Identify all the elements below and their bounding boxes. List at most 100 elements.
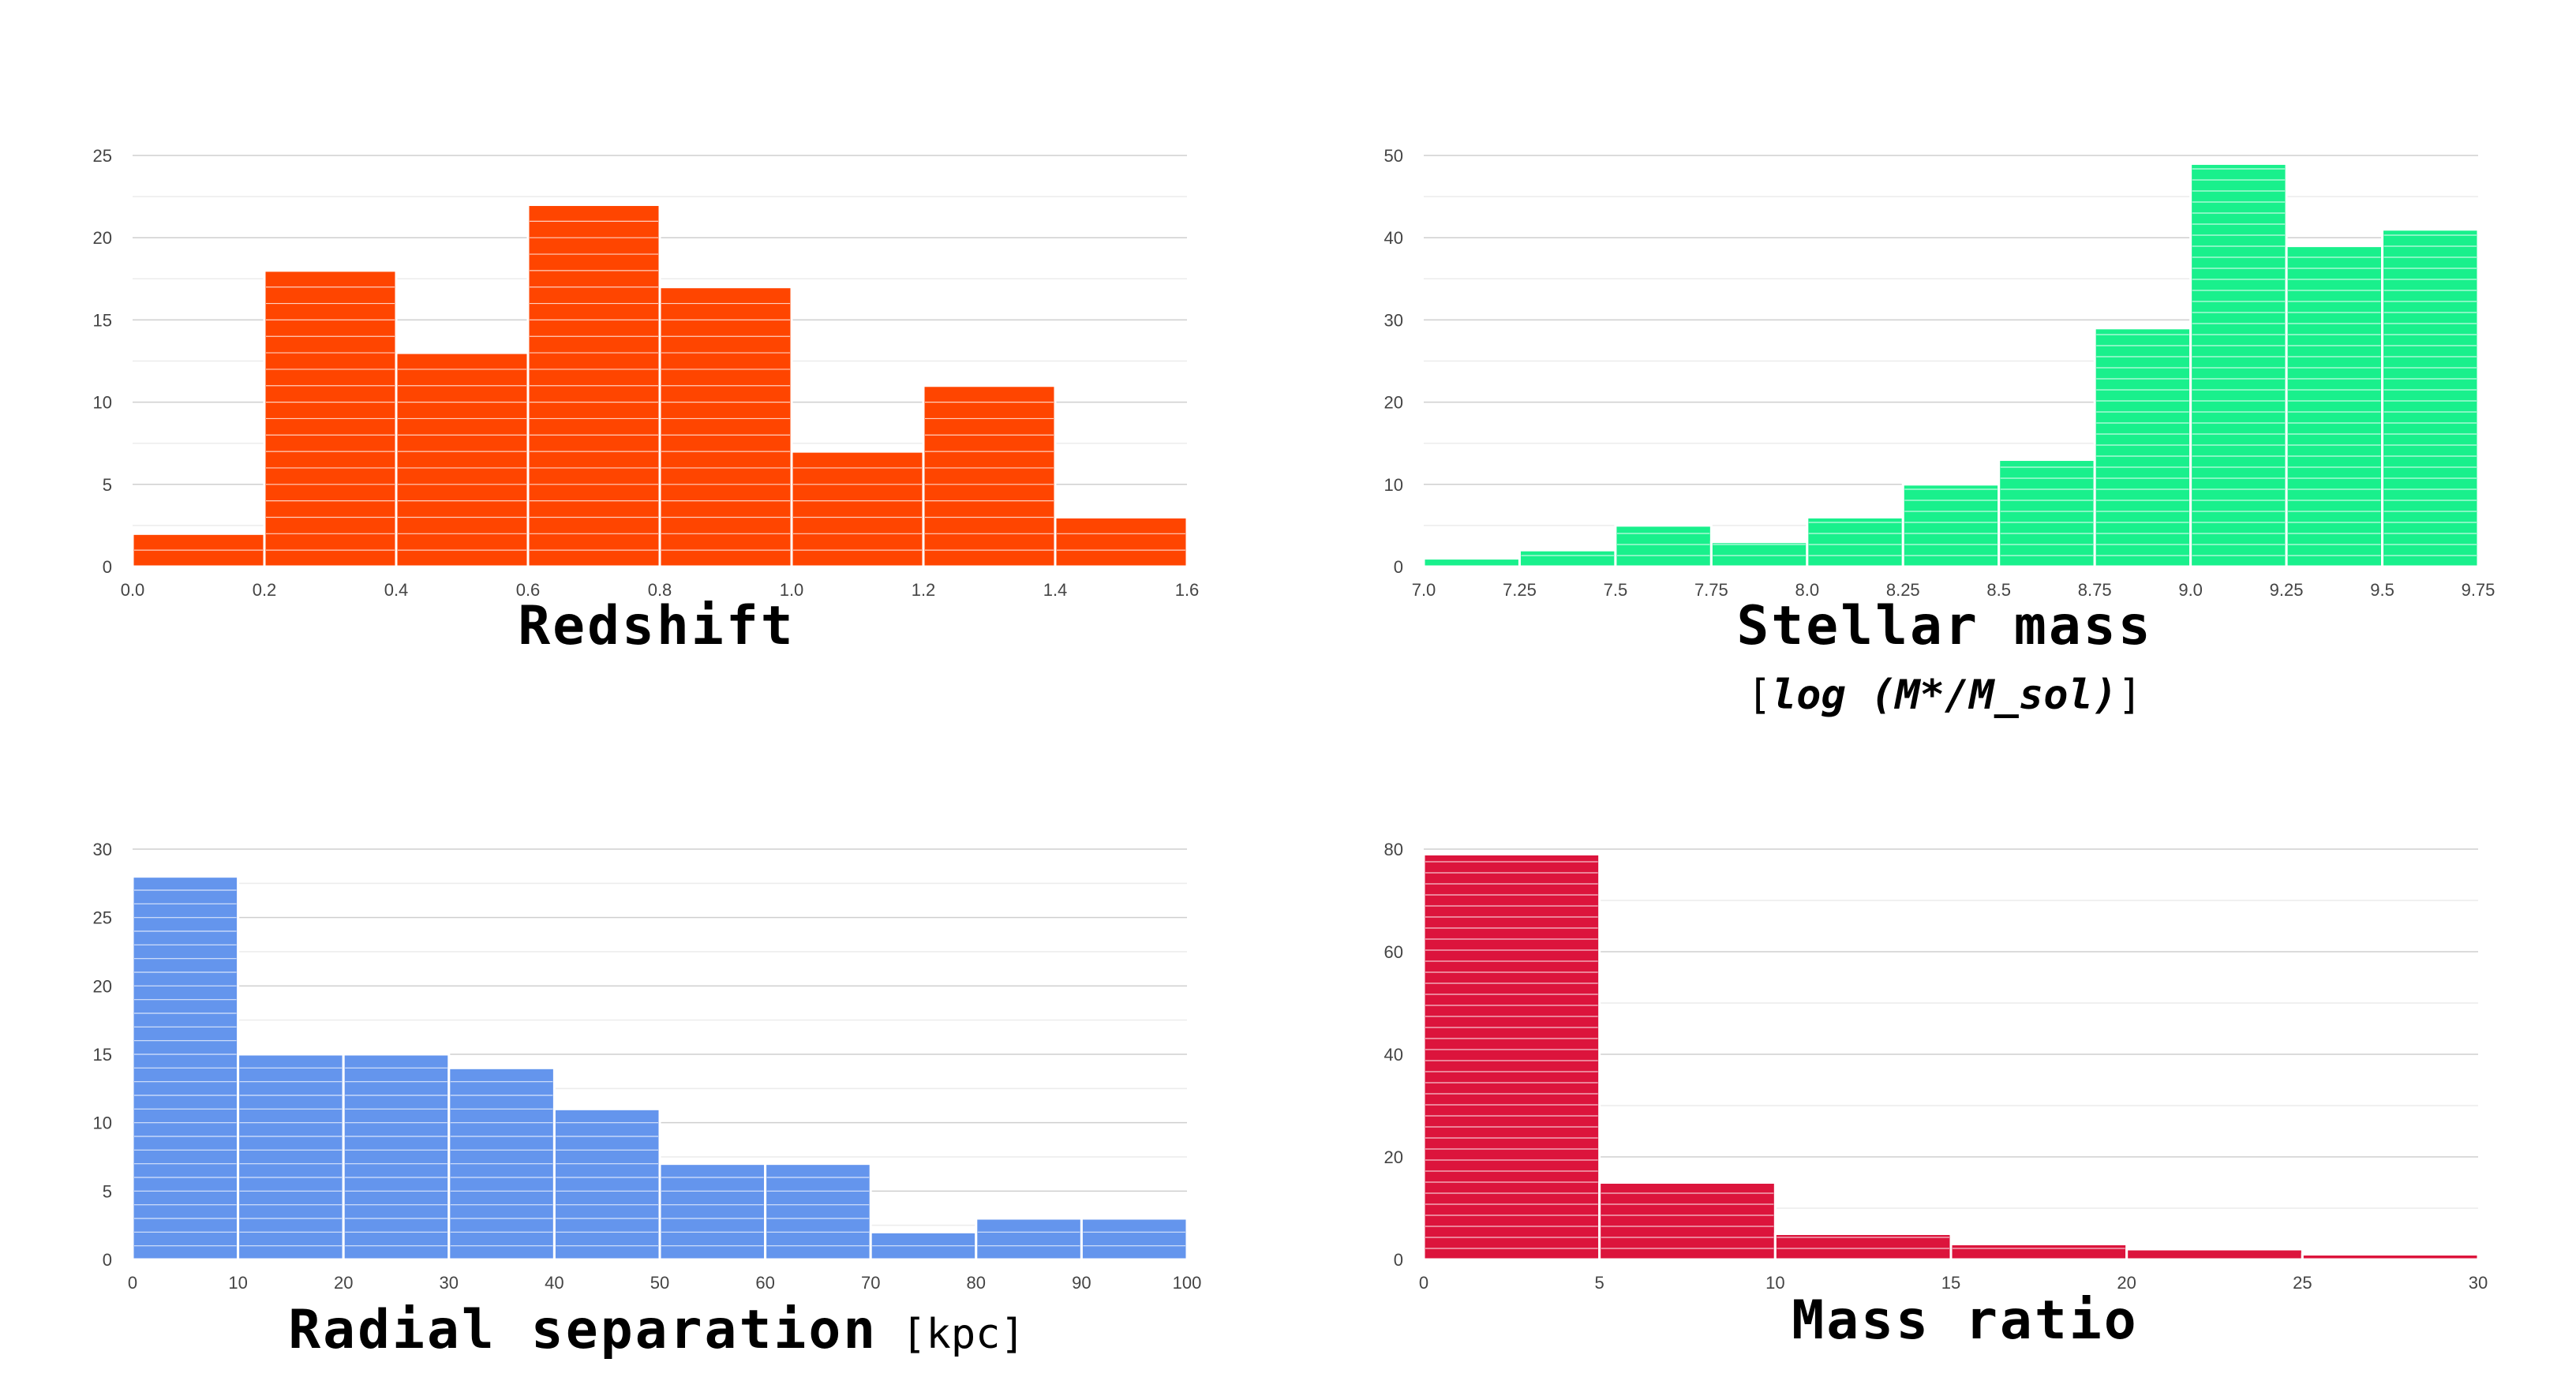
stellar-mass-y-tick-label: 10 [1384, 475, 1403, 495]
mass-ratio-y-tick-label: 80 [1384, 840, 1403, 859]
stellar-mass-x-tick-label: 8.0 [1795, 580, 1820, 600]
radial-separation-x-tick-label: 50 [650, 1273, 669, 1293]
redshift-x-tick-label: 0.6 [516, 580, 541, 600]
redshift-y-tick-label: 0 [103, 557, 112, 577]
mass-ratio-x-tick-label: 10 [1765, 1273, 1784, 1293]
mass-ratio-bar [1773, 1233, 1953, 1261]
stellar-mass-histogram-panel: 0 10 20 30 40 50 7.0 7.25 7.5 7.75 8.0 8.25 8.5 8.75… [1384, 146, 2496, 719]
stellar-mass-bar [2093, 327, 2192, 568]
radial-separation-x-tick-label: 0 [128, 1273, 137, 1293]
mass-ratio-bar [2125, 1248, 2304, 1261]
radial-separation-y-tick-label: 20 [93, 976, 112, 996]
stellar-mass-x-tick-label: 8.5 [1986, 580, 2011, 600]
radial-separation-bars [131, 875, 1189, 1261]
radial-separation-x-tick-label: 80 [967, 1273, 986, 1293]
redshift-x-tick-label: 1.4 [1043, 580, 1068, 600]
radial-separation-x-tick-label: 70 [861, 1273, 880, 1293]
stellar-mass-y-tick-label: 50 [1384, 146, 1403, 166]
mass-ratio-bar [2301, 1253, 2480, 1261]
stellar-mass-y-tick-label: 40 [1384, 228, 1403, 248]
radial-separation-x-tick-label: 90 [1072, 1273, 1091, 1293]
redshift-bar [395, 351, 530, 568]
stellar-mass-bar [1806, 515, 1904, 568]
radial-separation-bar [1080, 1217, 1189, 1261]
mass-ratio-bars [1422, 853, 2480, 1261]
mass-ratio-x-tick-label: 0 [1419, 1273, 1428, 1293]
radial-separation-y-tick-label: 30 [93, 840, 112, 859]
radial-separation-bar [764, 1162, 872, 1261]
redshift-x-tick-label: 1.0 [780, 580, 804, 600]
radial-separation-x-tick-label: 10 [228, 1273, 247, 1293]
stellar-mass-x-ticks: 7.0 7.25 7.5 7.75 8.0 8.25 8.5 8.75 9.0 9.25 9.5 9.… [1412, 580, 2496, 600]
radial-separation-y-tick-label: 10 [93, 1113, 112, 1133]
redshift-x-tick-label: 0.4 [384, 580, 409, 600]
stellar-mass-unit-label: [log (M*/M_sol)] [1747, 672, 2143, 719]
radial-separation-axis-label-group: Radial separation [kpc] [288, 1299, 1025, 1361]
redshift-y-tick-label: 20 [93, 228, 112, 248]
redshift-y-tick-label: 15 [93, 310, 112, 330]
radial-separation-bar [975, 1217, 1083, 1261]
stellar-mass-y-tick-label: 20 [1384, 393, 1403, 413]
radial-separation-y-tick-label: 5 [103, 1181, 112, 1201]
stellar-mass-bar [2285, 245, 2384, 568]
redshift-y-tick-label: 10 [93, 393, 112, 413]
mass-ratio-y-tick-label: 40 [1384, 1045, 1403, 1065]
radial-separation-axis-label: Radial separation [288, 1299, 878, 1361]
stellar-mass-bar [1998, 458, 2096, 568]
mass-ratio-histogram-panel: 0 20 40 60 80 0 5 10 15 20 25 30 Mass ratio [1384, 840, 2488, 1352]
stellar-mass-bar [2189, 162, 2288, 568]
mass-ratio-x-tick-label: 25 [2293, 1273, 2312, 1293]
redshift-bar [790, 450, 925, 568]
redshift-x-tick-label: 0.0 [121, 580, 145, 600]
radial-separation-x-ticks: 0 10 20 30 40 50 60 70 80 90 100 [128, 1273, 1201, 1293]
stellar-mass-x-tick-label: 9.75 [2462, 580, 2496, 600]
stellar-mass-unit-open-bracket: [ [1747, 672, 1772, 719]
mass-ratio-bar [1422, 853, 1601, 1261]
mass-ratio-x-tick-label: 15 [1941, 1273, 1960, 1293]
mass-ratio-y-ticks: 0 20 40 60 80 [1384, 840, 1403, 1270]
mass-ratio-x-tick-label: 5 [1595, 1273, 1604, 1293]
redshift-bars [131, 204, 1189, 568]
stellar-mass-x-tick-label: 7.0 [1412, 580, 1436, 600]
stellar-mass-y-tick-label: 30 [1384, 310, 1403, 330]
stellar-mass-x-tick-label: 9.5 [2370, 580, 2394, 600]
stellar-mass-bar [1709, 541, 1809, 568]
stellar-mass-y-tick-label: 0 [1394, 557, 1403, 577]
stellar-mass-x-tick-label: 8.25 [1886, 580, 1920, 600]
mass-ratio-bar [1598, 1181, 1777, 1261]
radial-separation-x-tick-label: 30 [440, 1273, 459, 1293]
mass-ratio-y-tick-label: 60 [1384, 942, 1403, 962]
radial-separation-bar [552, 1107, 661, 1261]
mass-ratio-y-tick-label: 20 [1384, 1147, 1403, 1167]
stellar-mass-unit-close-bracket: ] [2117, 672, 2142, 719]
radial-separation-x-tick-label: 100 [1173, 1273, 1202, 1293]
radial-separation-x-tick-label: 40 [545, 1273, 564, 1293]
stellar-mass-x-tick-label: 8.75 [2078, 580, 2112, 600]
radial-separation-unit-label: [kpc] [901, 1311, 1025, 1358]
redshift-x-tick-label: 0.8 [648, 580, 672, 600]
redshift-y-tick-label: 5 [103, 475, 112, 495]
redshift-x-ticks: 0.0 0.2 0.4 0.6 0.8 1.0 1.2 1.4 1.6 [121, 580, 1200, 600]
radial-separation-bar [237, 1053, 345, 1261]
redshift-bar [922, 384, 1057, 568]
redshift-x-tick-label: 1.2 [912, 580, 936, 600]
redshift-bar [658, 286, 793, 568]
radial-separation-bar [658, 1162, 767, 1261]
stellar-mass-axis-label: Stellar mass [1736, 595, 2152, 657]
mass-ratio-x-tick-label: 20 [2117, 1273, 2136, 1293]
mass-ratio-bar [1949, 1243, 2129, 1261]
radial-separation-x-tick-label: 20 [334, 1273, 353, 1293]
radial-separation-histogram-panel: 0 5 10 15 20 25 30 0 10 20 30 40 50 60 70 80 90 100 Radi… [93, 840, 1202, 1361]
mass-ratio-x-ticks: 0 5 10 15 20 25 30 [1419, 1273, 2488, 1293]
stellar-mass-y-ticks: 0 10 20 30 40 50 [1384, 146, 1403, 577]
mass-ratio-y-tick-label: 0 [1394, 1250, 1403, 1270]
redshift-y-tick-label: 25 [93, 146, 112, 166]
radial-separation-x-tick-label: 60 [755, 1273, 774, 1293]
stellar-mass-x-tick-label: 9.25 [2270, 580, 2304, 600]
redshift-y-ticks: 0 5 10 15 20 25 [93, 146, 112, 577]
stellar-mass-unit-text: log (M*/M_sol) [1772, 672, 2117, 719]
stellar-mass-bar [1901, 483, 2001, 568]
stellar-mass-x-tick-label: 7.25 [1503, 580, 1537, 600]
radial-separation-y-tick-label: 15 [93, 1045, 112, 1065]
